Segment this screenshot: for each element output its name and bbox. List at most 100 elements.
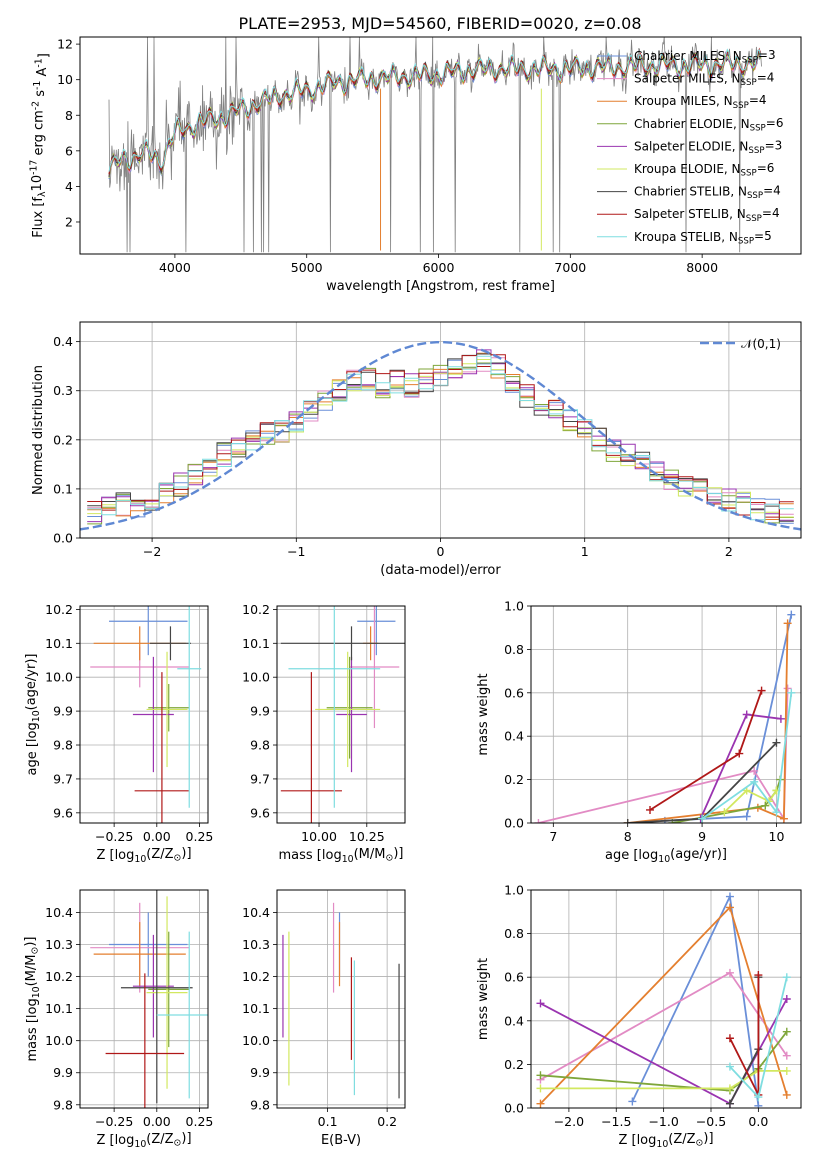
- y-tick-label: 10.3: [45, 937, 73, 952]
- y-tick-label: 1.0: [504, 599, 524, 614]
- x-tick-label: 5000: [291, 260, 323, 275]
- weight-point: [628, 1097, 637, 1106]
- label-span: (Z/Z: [668, 1132, 695, 1147]
- x-tick-label: −1.0: [648, 1114, 678, 1129]
- axes-frame: [79, 36, 802, 255]
- label-span: 10: [134, 1139, 146, 1150]
- label-span: SSP: [741, 169, 757, 179]
- y-tick-label: 9.9: [53, 704, 73, 719]
- weight-point: [725, 1099, 734, 1108]
- y-tick-label: 10.1: [45, 636, 73, 651]
- plot-area: [536, 892, 791, 1108]
- label-span: =4: [762, 206, 780, 220]
- label-span: =6: [757, 161, 775, 175]
- y-tick-label: 0.4: [504, 729, 524, 744]
- label-span: E(B-V): [321, 1133, 361, 1148]
- y-tick-label: 10: [57, 72, 73, 87]
- x-tick-label: 0: [437, 544, 445, 559]
- weight-point: [720, 808, 729, 817]
- y-tick-label: 10.2: [242, 969, 270, 984]
- label-span: SSP: [741, 78, 757, 88]
- label-span: λ: [37, 191, 48, 197]
- label-span: Chabrier MILES, N: [634, 49, 742, 63]
- label-span: =3: [765, 138, 783, 152]
- label-span: 10: [31, 710, 42, 722]
- legend-label: Chabrier STELIB, NSSP=4: [634, 184, 781, 202]
- label-span: Z [log: [96, 1133, 134, 1148]
- weight-point: [536, 1071, 545, 1080]
- y-axis-label: mass [log10(M/M⊙)]: [23, 937, 42, 1062]
- x-tick-label: 10: [769, 829, 785, 844]
- y-tick-label: 10.1: [45, 1001, 73, 1016]
- weight-point: [772, 808, 781, 817]
- y-tick-label: 10.0: [45, 670, 73, 685]
- x-tick-label: 10.25: [349, 829, 385, 844]
- legend-label: Chabrier MILES, NSSP=3: [634, 48, 776, 66]
- label-span: -2: [30, 101, 41, 110]
- y-tick-label: 0.1: [53, 481, 73, 496]
- weight-point: [536, 1084, 545, 1093]
- label-span: =4: [749, 93, 767, 107]
- label-span: 10: [342, 854, 354, 865]
- weight-point: [779, 814, 788, 823]
- y-tick-label: 10.2: [45, 602, 73, 617]
- label-span: SSP: [742, 56, 758, 66]
- y-tick-label: 10.0: [45, 1033, 73, 1048]
- plot-area: [534, 610, 796, 823]
- axes-frame: [79, 889, 209, 1109]
- y-tick-label: 10.2: [45, 969, 73, 984]
- y-tick-label: 9.9: [250, 704, 270, 719]
- label-span: Chabrier ELODIE, N: [634, 117, 750, 131]
- x-tick-label: −0.25: [95, 829, 133, 844]
- label-span: (Z/Z: [146, 847, 173, 862]
- weight-point: [750, 777, 759, 786]
- weight-point: [787, 688, 796, 697]
- label-span: ⊙: [174, 853, 182, 864]
- plot-area: [90, 606, 202, 823]
- y-tick-label: 9.7: [250, 771, 270, 786]
- label-span: (age/yr)]: [24, 654, 39, 711]
- y-tick-label: 10.1: [242, 1001, 270, 1016]
- plot-area: [108, 37, 762, 253]
- histogram-step: [87, 359, 794, 524]
- y-tick-label: 9.8: [250, 738, 270, 753]
- histogram-step: [87, 349, 794, 523]
- y-tick-label: 1.0: [504, 883, 524, 898]
- x-tick-label: 8: [624, 829, 632, 844]
- panel-weight-vs-Z: −2.0 −1.5 −1.0 −0.5 0.0 0.0 0.2 0.4 0.6 0.8 1.0 Z […: [476, 883, 802, 1150]
- label-span: =5: [754, 229, 772, 243]
- label-span: )]: [181, 1131, 191, 1146]
- y-tick-label: 0.0: [504, 816, 524, 831]
- weight-point: [536, 999, 545, 1008]
- x-axis-label: (data-model)/error: [380, 563, 501, 578]
- y-tick-label: 9.8: [250, 1097, 270, 1112]
- label-span: ⊙: [385, 853, 393, 864]
- weight-point: [725, 892, 734, 901]
- y-tick-label: 9.6: [250, 805, 270, 820]
- label-span: -1: [32, 81, 43, 90]
- x-tick-label: −1: [287, 544, 305, 559]
- label-span: Salpeter STELIB, N: [634, 207, 746, 221]
- weight-point: [725, 903, 734, 912]
- weight-point: [782, 973, 791, 982]
- label-span: Kroupa ELODIE, N: [634, 162, 741, 176]
- weight-point: [787, 610, 796, 619]
- label-span: =4: [757, 71, 775, 85]
- label-span: SSP: [733, 101, 749, 111]
- y-tick-label: 0.0: [504, 1101, 524, 1116]
- y-tick-label: 10.1: [242, 636, 270, 651]
- label-span: =3: [758, 48, 776, 62]
- weight-point: [754, 1093, 763, 1102]
- label-span: SSP: [750, 123, 766, 133]
- plot-area: [80, 341, 801, 531]
- y-tick-label: 0.8: [504, 926, 524, 941]
- legend-label: Kroupa MILES, NSSP=4: [634, 93, 767, 111]
- y-tick-label: 10.2: [242, 602, 270, 617]
- y-tick-label: 10.4: [242, 905, 270, 920]
- label-span: 10: [31, 986, 42, 998]
- y-axis-label: mass weight: [476, 958, 491, 1040]
- weight-point: [783, 684, 792, 693]
- x-tick-label: −1.5: [601, 1114, 631, 1129]
- y-tick-label: 0.3: [53, 383, 73, 398]
- axes-frame: [276, 605, 406, 824]
